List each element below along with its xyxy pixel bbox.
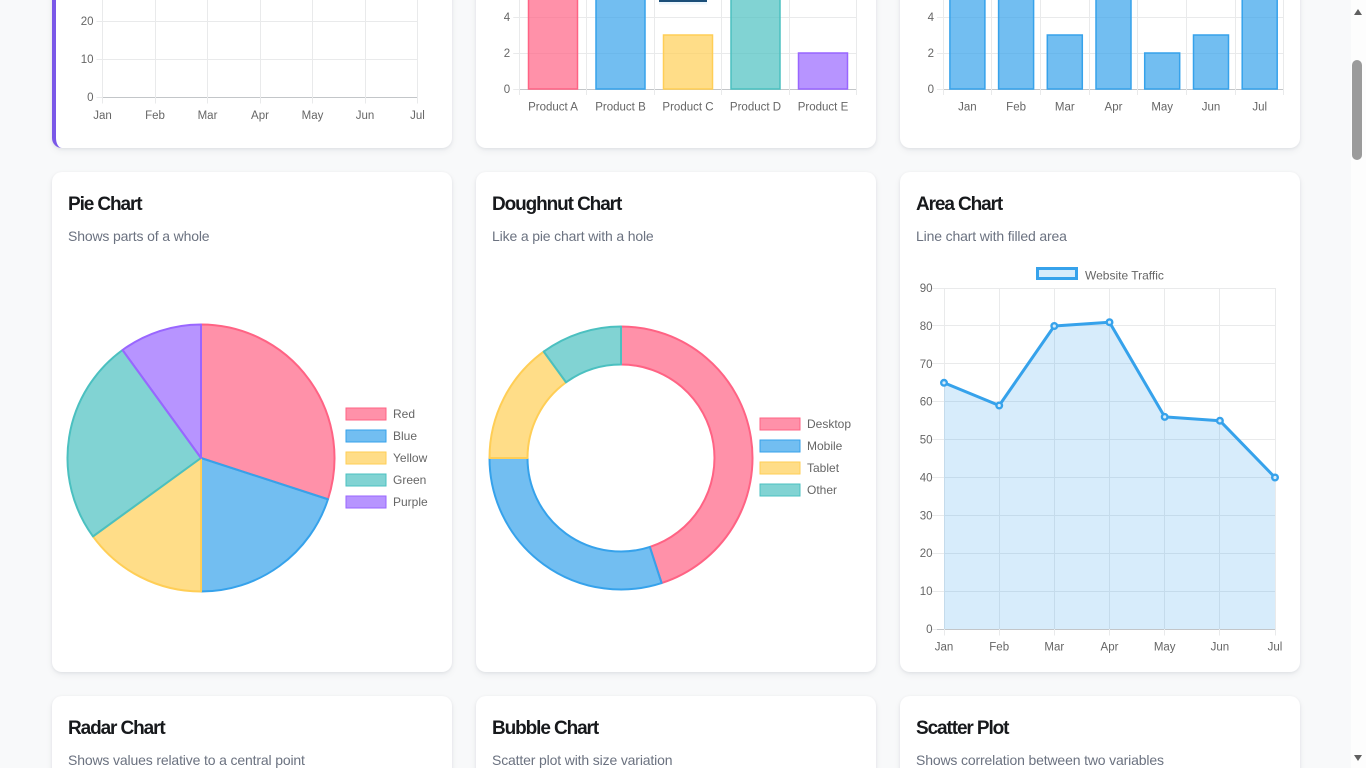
svg-text:Mobile: Mobile bbox=[807, 439, 843, 453]
svg-text:4: 4 bbox=[504, 12, 511, 24]
svg-text:2: 2 bbox=[928, 48, 934, 60]
svg-text:Product C: Product C bbox=[662, 102, 713, 114]
svg-text:Jun: Jun bbox=[1211, 642, 1230, 654]
svg-text:Desktop: Desktop bbox=[807, 417, 851, 431]
svg-text:Yellow: Yellow bbox=[393, 451, 428, 465]
svg-text:40: 40 bbox=[920, 473, 933, 485]
svg-text:2: 2 bbox=[504, 48, 510, 60]
svg-text:Product E: Product E bbox=[798, 102, 849, 114]
svg-text:May: May bbox=[302, 110, 324, 122]
svg-text:0: 0 bbox=[504, 84, 510, 96]
svg-text:50: 50 bbox=[920, 435, 933, 447]
svg-text:20: 20 bbox=[81, 16, 94, 28]
svg-text:80: 80 bbox=[920, 321, 933, 333]
svg-text:May: May bbox=[1154, 642, 1176, 654]
svg-text:Jul: Jul bbox=[1268, 642, 1283, 654]
svg-text:20: 20 bbox=[920, 548, 933, 560]
svg-text:May: May bbox=[1151, 102, 1173, 114]
svg-text:Mar: Mar bbox=[198, 110, 218, 122]
svg-text:Red: Red bbox=[393, 407, 415, 421]
svg-text:Purple: Purple bbox=[393, 495, 428, 509]
svg-text:Product B: Product B bbox=[595, 102, 646, 114]
svg-text:Blue: Blue bbox=[393, 429, 417, 443]
svg-text:Feb: Feb bbox=[1006, 102, 1026, 114]
svg-text:Feb: Feb bbox=[145, 110, 165, 122]
svg-text:90: 90 bbox=[920, 283, 933, 295]
svg-text:Mar: Mar bbox=[1055, 102, 1075, 114]
svg-text:60: 60 bbox=[920, 397, 933, 409]
svg-text:Jan: Jan bbox=[93, 110, 112, 122]
svg-text:Website Traffic: Website Traffic bbox=[1085, 269, 1164, 283]
svg-text:Apr: Apr bbox=[1101, 642, 1119, 654]
svg-text:Jun: Jun bbox=[1202, 102, 1221, 114]
svg-text:Product A: Product A bbox=[528, 102, 578, 114]
svg-text:30: 30 bbox=[920, 510, 933, 522]
svg-text:Jan: Jan bbox=[958, 102, 977, 114]
svg-text:Product D: Product D bbox=[730, 102, 781, 114]
svg-text:Jul: Jul bbox=[410, 110, 425, 122]
svg-text:Feb: Feb bbox=[989, 642, 1009, 654]
svg-text:Jul: Jul bbox=[1252, 102, 1267, 114]
svg-text:10: 10 bbox=[81, 54, 94, 66]
svg-text:Apr: Apr bbox=[251, 110, 269, 122]
svg-text:Apr: Apr bbox=[1105, 102, 1123, 114]
svg-text:10: 10 bbox=[920, 586, 933, 598]
svg-text:0: 0 bbox=[928, 84, 934, 96]
svg-text:Mar: Mar bbox=[1044, 642, 1064, 654]
svg-text:Green: Green bbox=[393, 473, 426, 487]
svg-text:70: 70 bbox=[920, 359, 933, 371]
svg-text:Jun: Jun bbox=[356, 110, 375, 122]
svg-text:0: 0 bbox=[926, 624, 932, 636]
svg-text:Tablet: Tablet bbox=[807, 461, 840, 475]
svg-text:Other: Other bbox=[807, 483, 837, 497]
svg-text:Jan: Jan bbox=[935, 642, 954, 654]
svg-text:0: 0 bbox=[87, 92, 93, 104]
svg-text:4: 4 bbox=[928, 12, 935, 24]
